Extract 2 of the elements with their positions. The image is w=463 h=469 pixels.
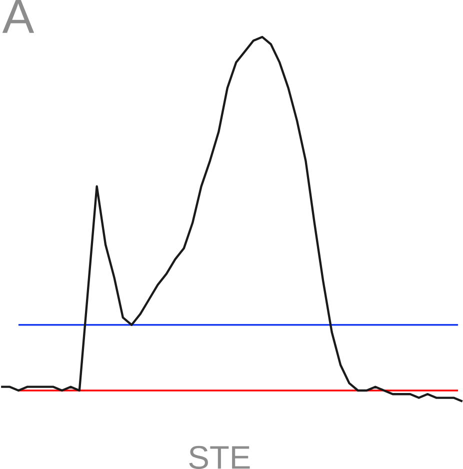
text: A [2, 0, 34, 33]
text: STE [188, 446, 250, 469]
